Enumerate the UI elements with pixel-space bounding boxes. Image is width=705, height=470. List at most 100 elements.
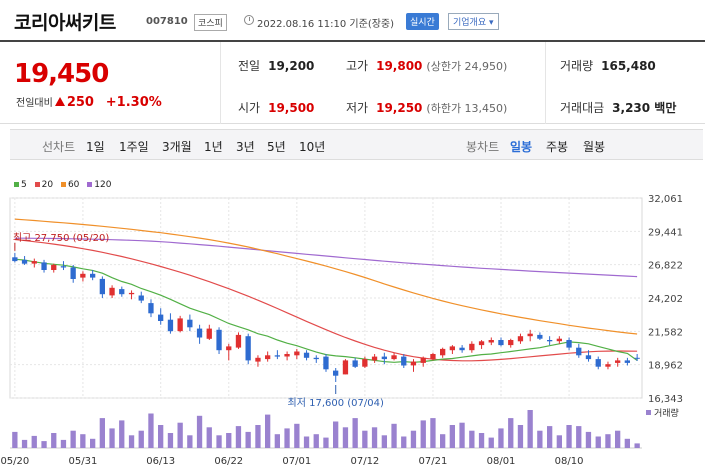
- candle-body: [294, 351, 300, 356]
- volume-bar: [634, 443, 640, 448]
- candle-body: [410, 361, 417, 366]
- volume-legend-swatch: [646, 410, 651, 415]
- stat-label: 저가: [346, 101, 369, 115]
- volume-bar: [245, 431, 251, 448]
- volume-bar: [488, 437, 494, 448]
- volume-bar: [362, 430, 368, 448]
- stat-volume: 거래량 165,480: [560, 57, 656, 74]
- candle-body: [459, 347, 465, 351]
- volume-bar: [51, 433, 57, 448]
- legend-ma60: 60: [60, 180, 79, 190]
- stat-sub: (하한가 13,450): [426, 102, 508, 115]
- legend-ma120: 120: [87, 180, 111, 190]
- line-chart-label: 선차트: [42, 140, 76, 154]
- candle-body: [498, 340, 504, 346]
- y-tick-label: 18,962: [648, 361, 683, 372]
- volume-bar: [478, 433, 485, 448]
- candle-body: [255, 357, 261, 362]
- candle-body: [381, 356, 387, 360]
- candle-body: [158, 314, 164, 321]
- candle-body: [401, 356, 407, 366]
- tab-1d[interactable]: 1일: [86, 140, 105, 154]
- stat-value: 165,480: [601, 59, 656, 73]
- y-tick-label: 21,582: [648, 327, 683, 338]
- tab-1w[interactable]: 1주일: [119, 140, 149, 154]
- clock-icon: [244, 15, 254, 25]
- y-tick-label: 29,441: [648, 227, 683, 238]
- candle-body: [41, 262, 47, 270]
- tab-10y[interactable]: 10년: [299, 140, 326, 154]
- candle-body: [12, 257, 18, 262]
- candle-body: [90, 273, 96, 278]
- company-info-dropdown[interactable]: 기업개요 ▾: [448, 13, 499, 30]
- x-tick-label: 06/13: [146, 456, 175, 467]
- tab-daily[interactable]: 일봉: [510, 140, 533, 154]
- tab-5y[interactable]: 5년: [267, 140, 286, 154]
- tab-monthly[interactable]: 월봉: [583, 140, 606, 154]
- candle-body: [284, 354, 290, 357]
- ma-legend: 5 20 60 120: [14, 180, 116, 190]
- volume-bar: [216, 435, 222, 448]
- volume-bar: [90, 438, 96, 448]
- x-tick-label: 07/21: [419, 456, 448, 467]
- volume-bar: [576, 426, 582, 448]
- tab-3y[interactable]: 3년: [236, 140, 255, 154]
- volume-bar: [31, 435, 37, 448]
- candle-body: [333, 370, 339, 376]
- volume-bar: [605, 434, 611, 448]
- stat-amount: 거래대금 3,230 백만: [560, 99, 676, 116]
- candle-body: [245, 336, 251, 361]
- low-annotation: 최저 17,600 (07/04): [288, 397, 384, 409]
- candle-body: [80, 273, 86, 278]
- candle-body: [323, 356, 329, 370]
- volume-bar: [585, 431, 592, 448]
- candle-body: [508, 340, 514, 346]
- candle-body: [303, 352, 310, 358]
- tab-3m[interactable]: 3개월: [162, 140, 192, 154]
- volume-label: 거래량: [654, 407, 679, 419]
- candle-body: [235, 334, 242, 348]
- stat-label: 거래량: [560, 59, 594, 73]
- volume-bar: [99, 418, 105, 448]
- stat-low: 저가 19,250 (하한가 13,450): [346, 99, 507, 116]
- stat-value: 19,250: [376, 101, 423, 115]
- stat-value: 19,800: [376, 59, 423, 73]
- volume-bar: [508, 418, 514, 448]
- tab-weekly[interactable]: 주봉: [546, 140, 569, 154]
- candle-body: [119, 289, 125, 295]
- volume-bar: [469, 430, 475, 448]
- volume-bar: [401, 436, 407, 448]
- candle-body: [449, 346, 455, 351]
- stat-value: 3,230 백만: [612, 101, 677, 115]
- stock-header: 코리아써키트 007810 코스피 2022.08.16 11:10 기준(장중…: [0, 0, 705, 42]
- volume-bar: [60, 439, 67, 448]
- volume-bar: [313, 434, 319, 448]
- candle-body: [430, 354, 436, 360]
- volume-bar: [391, 423, 397, 448]
- candle-body: [128, 292, 135, 295]
- candle-body: [469, 343, 475, 351]
- period-bar: 선차트 1일 1주일 3개월 1년 3년 5년 10년 봉차트 일봉 주봉 월봉: [10, 129, 703, 160]
- candle-body: [51, 264, 57, 270]
- volume-bar: [527, 410, 533, 448]
- stat-label: 전일: [238, 59, 261, 73]
- volume-bar: [333, 421, 339, 448]
- candle-body: [148, 303, 154, 314]
- volume-bar: [371, 427, 378, 448]
- x-tick-label: 08/10: [555, 456, 584, 467]
- volume-bar: [342, 427, 349, 448]
- realtime-button[interactable]: 실시간: [406, 13, 439, 30]
- volume-bar: [547, 426, 553, 448]
- price-chart[interactable]: 32,061 29,441 26,822 24,202 21,582 18,962 16,3…: [0, 190, 705, 470]
- volume-bar: [21, 439, 28, 448]
- volume-bar: [206, 427, 212, 448]
- volume-bar: [410, 430, 417, 448]
- candle-body: [615, 360, 621, 363]
- candle-body: [216, 329, 222, 351]
- candle-body: [226, 346, 232, 351]
- volume-bar: [323, 437, 329, 448]
- volume-bar: [158, 425, 164, 448]
- volume-bar: [265, 414, 271, 448]
- tab-1y[interactable]: 1년: [204, 140, 223, 154]
- candle-body: [371, 356, 378, 361]
